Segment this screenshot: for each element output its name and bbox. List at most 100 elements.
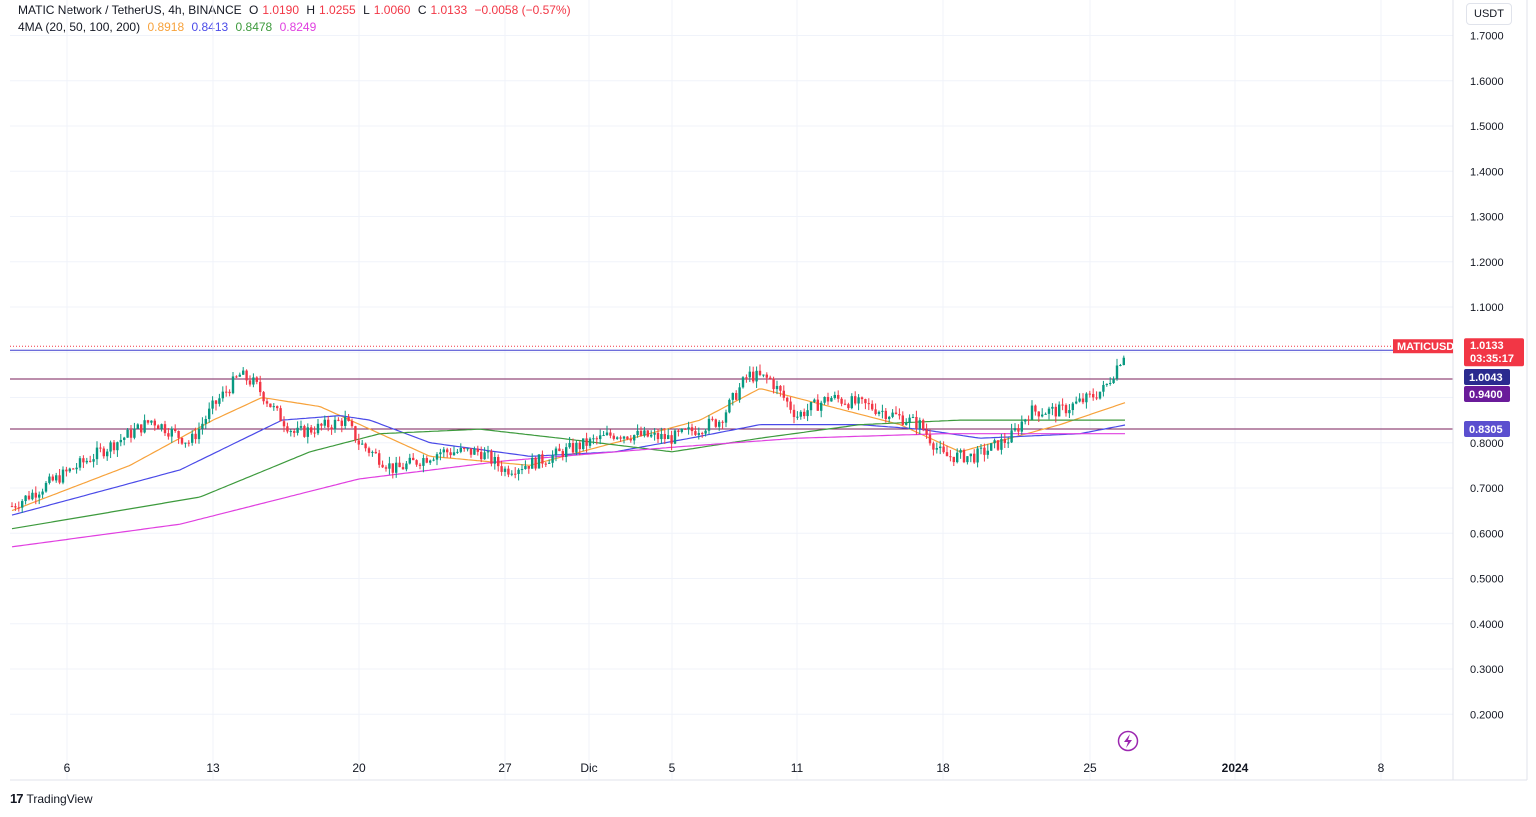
candle[interactable] [75, 463, 78, 474]
candle[interactable] [153, 418, 156, 431]
candle[interactable] [602, 430, 605, 437]
candle[interactable] [140, 424, 143, 437]
candle[interactable] [684, 427, 687, 430]
candle[interactable] [344, 410, 347, 430]
candle[interactable] [1013, 423, 1017, 432]
candle[interactable] [272, 403, 275, 411]
candle[interactable] [952, 456, 955, 467]
candle[interactable] [228, 389, 231, 397]
candle[interactable] [599, 429, 602, 445]
candle[interactable] [724, 409, 728, 428]
candle[interactable] [932, 441, 935, 456]
candle[interactable] [68, 467, 71, 473]
candle[interactable] [493, 452, 496, 470]
candle[interactable] [857, 394, 860, 411]
candle[interactable] [92, 453, 95, 468]
candle[interactable] [541, 450, 544, 468]
candle[interactable] [38, 491, 41, 505]
candle[interactable] [554, 446, 558, 462]
candle[interactable] [714, 418, 717, 429]
candle[interactable] [143, 414, 146, 434]
candle[interactable] [286, 422, 289, 434]
candle[interactable] [942, 441, 945, 454]
candle[interactable] [265, 398, 269, 408]
candle[interactable] [1068, 404, 1071, 419]
candle[interactable] [959, 448, 962, 459]
candle[interactable] [150, 420, 153, 426]
candle[interactable] [252, 373, 255, 388]
candle[interactable] [378, 449, 381, 468]
candle[interactable] [432, 457, 435, 462]
candle[interactable] [650, 430, 653, 438]
candle[interactable] [289, 429, 292, 437]
candle[interactable] [592, 434, 595, 445]
candle[interactable] [809, 401, 813, 416]
candle[interactable] [813, 398, 816, 403]
candle[interactable] [983, 443, 986, 462]
candle[interactable] [259, 375, 262, 396]
candle[interactable] [520, 464, 524, 475]
candle[interactable] [337, 417, 340, 422]
candle[interactable] [837, 390, 840, 403]
candle[interactable] [653, 428, 656, 441]
candle[interactable] [1085, 392, 1088, 409]
candle[interactable] [187, 440, 190, 447]
candle[interactable] [544, 461, 547, 467]
candle[interactable] [772, 376, 775, 394]
candle[interactable] [1071, 401, 1074, 416]
candle[interactable] [721, 420, 724, 430]
candle[interactable] [1010, 423, 1013, 444]
candle[interactable] [670, 430, 673, 451]
candle[interactable] [1092, 388, 1095, 401]
candle[interactable] [480, 446, 483, 463]
candle[interactable] [388, 456, 391, 475]
candle[interactable] [928, 429, 932, 446]
candle[interactable] [507, 465, 510, 478]
candle[interactable] [174, 424, 177, 433]
candle[interactable] [786, 396, 789, 408]
candle[interactable] [986, 444, 989, 459]
candle[interactable] [568, 436, 571, 449]
candle[interactable] [820, 400, 823, 418]
candle[interactable] [517, 468, 520, 481]
candle[interactable] [956, 448, 959, 464]
candle[interactable] [204, 415, 207, 429]
candle[interactable] [221, 386, 224, 402]
candle[interactable] [612, 433, 615, 441]
candle[interactable] [578, 440, 581, 456]
candle[interactable] [690, 423, 694, 436]
candle[interactable] [881, 404, 884, 419]
candle[interactable] [527, 465, 530, 474]
candle[interactable] [21, 499, 24, 513]
candle[interactable] [48, 473, 51, 485]
candle[interactable] [354, 425, 357, 443]
candle[interactable] [945, 445, 949, 457]
candle[interactable] [279, 405, 282, 422]
candle[interactable] [463, 447, 466, 452]
candle[interactable] [1024, 418, 1027, 425]
candle[interactable] [112, 439, 116, 455]
candle[interactable] [619, 435, 622, 442]
candle[interactable] [208, 402, 211, 423]
candle[interactable] [888, 415, 891, 423]
ma-line-2[interactable] [11, 415, 1126, 516]
candle[interactable] [745, 374, 748, 383]
candle[interactable] [116, 441, 119, 457]
candle[interactable] [500, 460, 503, 476]
candle[interactable] [333, 416, 337, 433]
candle[interactable] [276, 405, 279, 411]
candle[interactable] [72, 467, 75, 470]
candle[interactable] [548, 459, 551, 464]
candle[interactable] [673, 428, 677, 445]
candle[interactable] [367, 446, 371, 457]
candle[interactable] [707, 415, 711, 435]
candle[interactable] [242, 367, 245, 375]
candle[interactable] [626, 436, 629, 441]
candle[interactable] [656, 428, 660, 443]
candle[interactable] [449, 448, 452, 459]
candle[interactable] [51, 474, 54, 482]
candle[interactable] [503, 466, 507, 477]
candle[interactable] [408, 453, 411, 465]
candle[interactable] [102, 446, 105, 459]
candle[interactable] [350, 418, 354, 428]
